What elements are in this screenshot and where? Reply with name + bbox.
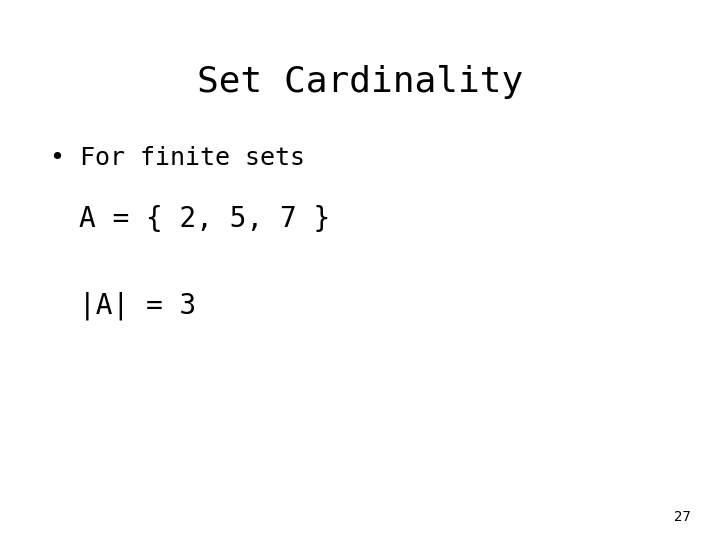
Text: Set Cardinality: Set Cardinality [197,65,523,99]
Text: |A| = 3: |A| = 3 [79,292,197,320]
Text: 27: 27 [675,510,691,524]
Text: A = { 2, 5, 7 }: A = { 2, 5, 7 } [79,205,330,233]
Text: • For finite sets: • For finite sets [50,146,305,170]
